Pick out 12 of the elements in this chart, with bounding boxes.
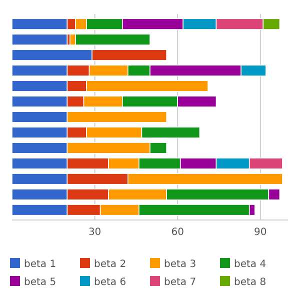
legend-label: beta 1 (24, 259, 56, 270)
legend-label: beta 4 (234, 259, 266, 270)
x-tick-label: 60 (171, 227, 184, 238)
bar (12, 34, 68, 46)
x-tick-label: 30 (88, 227, 102, 238)
legend-label: beta 2 (94, 259, 126, 270)
x-tick-label: 90 (254, 227, 267, 238)
legend-label: beta 3 (164, 259, 196, 270)
legend-label: beta 5 (24, 277, 56, 288)
legend-label: beta 6 (94, 277, 126, 288)
legend-label: beta 7 (164, 277, 196, 288)
legend-label: beta 8 (234, 277, 266, 288)
